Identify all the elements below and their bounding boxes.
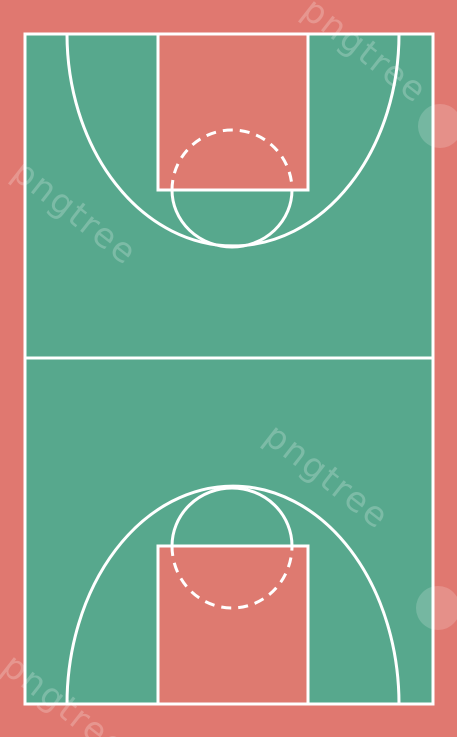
bottom-free-throw-circle-solid [170, 486, 294, 547]
top-key [156, 32, 310, 192]
bottom-three-point-arc [65, 484, 401, 705]
watermark-logo-icon [418, 104, 457, 148]
watermark-logo-icon [416, 586, 457, 630]
top-free-throw-circle-dashed [170, 128, 294, 191]
court-lines [23, 32, 435, 706]
bottom-key [156, 544, 310, 706]
top-free-throw-circle-solid [170, 189, 294, 249]
boundary-line [23, 32, 435, 706]
